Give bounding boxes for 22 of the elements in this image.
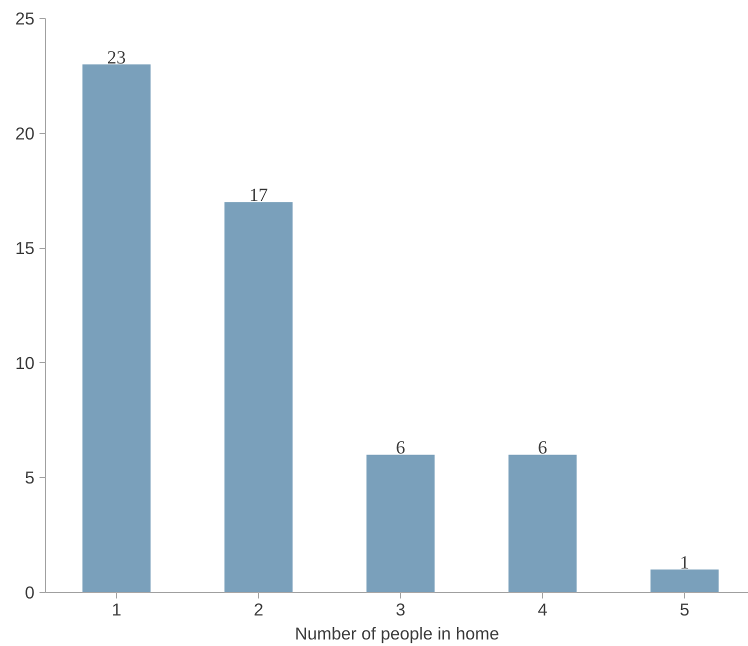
x-tick-label: 2 [254,600,264,620]
x-tick-label: 5 [680,600,690,620]
x-tick-label: 3 [396,600,406,620]
y-tick-label: 15 [15,238,35,258]
bar [82,64,151,592]
data-label: 6 [538,438,548,459]
y-tick-label: 5 [24,468,35,488]
y-tick-label: 25 [15,8,35,28]
data-label: 17 [249,185,268,206]
y-tick-label: 20 [15,123,35,144]
bar [224,202,293,592]
x-tick-label: 4 [538,600,548,620]
bar [366,454,435,592]
data-label: 1 [680,552,690,574]
x-axis-title: Number of people in home [294,624,500,644]
data-label: 23 [107,47,126,68]
y-tick-label: 0 [24,582,35,602]
y-tick-label: 10 [15,352,35,373]
data-label: 6 [396,438,406,459]
bar [650,570,719,592]
x-tick-label: 1 [112,600,122,620]
bar [508,454,577,592]
